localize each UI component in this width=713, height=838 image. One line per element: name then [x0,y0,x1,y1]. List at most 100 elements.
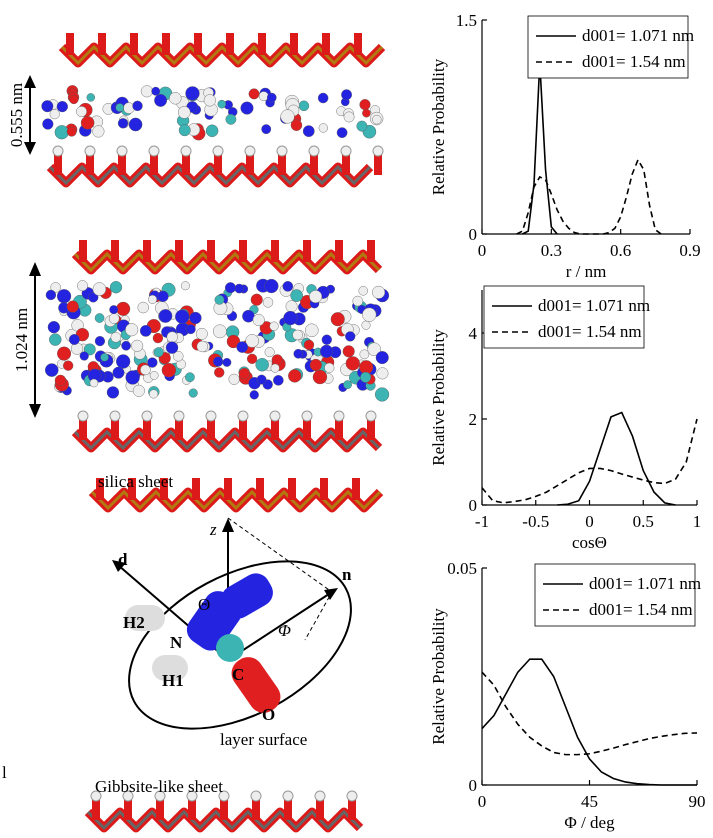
atom-label: C [232,665,244,684]
atom [283,310,298,326]
atom [132,100,143,112]
sheet-pillar [320,478,328,500]
atom [49,333,62,346]
atom [139,325,152,337]
sheet-pillar [124,798,132,820]
atom [336,127,348,139]
atom [262,297,274,308]
atom [359,349,370,360]
atom [376,367,389,380]
data-line [481,671,698,756]
atom [225,113,237,125]
legend-label: d001= 1.54 nm [589,600,693,619]
sheet-pillar [54,153,62,175]
h-atom [333,410,345,422]
sheet-pillar [130,33,138,55]
data-line [481,658,697,786]
sheet-pillar [256,478,264,500]
sheet-bonds [60,44,384,66]
atom [345,356,360,371]
h-atom [276,145,288,157]
x-tick-label: 90 [689,792,706,811]
atom [270,363,280,373]
atom [222,358,232,367]
sheet-pillar [284,798,292,820]
atom [185,324,196,335]
x-tick-label: 0.6 [610,241,631,260]
atom [343,380,352,390]
atom [166,331,178,343]
atom [196,340,209,353]
sheet-pillar [342,153,350,175]
h-atom [205,410,217,422]
atom [178,124,191,137]
data-line [481,418,698,504]
atom [305,323,319,338]
arrow-head [24,142,36,155]
x-axis-label: Φ / deg [564,813,615,832]
atom [94,313,105,323]
atom [238,367,251,380]
sheet-pillar [194,33,202,55]
atom [290,119,303,131]
sheet-pillar [192,478,200,500]
sheet-pillar [188,798,196,820]
atom [266,92,277,103]
sheet-bonds [90,489,382,511]
atom [80,116,95,130]
atom [89,378,99,388]
atom [109,281,123,294]
arrow-head [24,75,36,88]
sheet-pillar [374,153,382,175]
sheet-pillar [143,418,151,440]
sheet-pillar [86,153,94,175]
sheet-pillar [352,478,360,500]
h-atom [282,790,294,802]
atom [317,92,329,104]
atom [356,120,368,132]
sheet-pillar [182,153,190,175]
h-atom [152,655,188,681]
sheet-pillar [111,240,119,262]
atom [56,101,68,113]
atom [151,86,161,96]
atom [79,351,89,361]
sheet-pillar [214,153,222,175]
sheet-pillar [288,478,296,500]
h-atom [90,790,102,802]
sheet-pillar [303,418,311,440]
legend-box [483,285,645,349]
atom [169,92,182,105]
atom [298,100,310,112]
sheet-pillar [98,33,106,55]
atom [153,347,164,358]
atom [303,339,315,351]
atom [256,374,267,385]
atom [217,99,227,109]
atom [367,342,381,357]
y-tick-label: 0 [469,496,478,515]
atom [42,118,54,130]
y-tick-label: 0 [469,776,478,795]
atom [264,278,279,294]
sheet-label: silica sheet [98,472,173,491]
data-line [516,157,662,235]
h-atom [173,410,185,422]
atom [83,343,96,356]
legend-box [527,15,689,79]
atom [188,388,198,398]
sheet-pillar [271,418,279,440]
sheet-pillar [239,240,247,262]
h-atom [52,145,64,157]
projection [227,517,333,641]
axis-label: n [342,565,352,584]
atom [226,334,241,349]
atom [54,125,69,140]
x-tick-label: 0 [478,241,487,260]
atom [195,327,208,340]
atom [312,369,328,385]
atom [175,309,190,324]
atom [228,373,240,385]
sheet-pillar [303,240,311,262]
sheet-pillar [207,240,215,262]
